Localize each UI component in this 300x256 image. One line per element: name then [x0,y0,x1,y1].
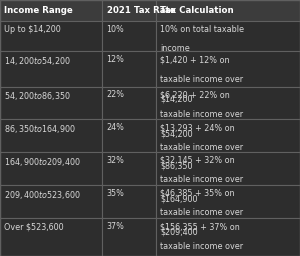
Bar [102,87,156,119]
Bar [0,51,102,87]
Text: $164,900 to $209,400: $164,900 to $209,400 [4,156,82,168]
Text: 22%: 22% [106,90,124,100]
Bar [102,119,156,152]
Text: taxable income over: taxable income over [160,241,244,251]
Bar [156,119,300,152]
Text: $1,420 + 12% on: $1,420 + 12% on [160,56,230,65]
Text: $13,293 + 24% on: $13,293 + 24% on [160,123,235,132]
Bar [0,119,102,152]
Text: $54,200: $54,200 [160,129,193,138]
Bar [0,218,102,256]
Text: $32,145 + 32% on: $32,145 + 32% on [160,156,235,165]
Text: taxable income over: taxable income over [160,110,244,119]
Text: taxable income over: taxable income over [160,175,244,184]
Text: $14,200: $14,200 [160,94,193,103]
Text: $86,350 to $164,900: $86,350 to $164,900 [4,123,76,135]
Bar [0,87,102,119]
Bar [156,185,300,218]
Bar [102,152,156,185]
Text: 32%: 32% [106,156,124,165]
Text: 35%: 35% [106,189,124,198]
Text: 24%: 24% [106,123,124,132]
Bar [102,0,156,21]
Text: $46,385 + 35% on: $46,385 + 35% on [160,189,235,198]
Text: Income Range: Income Range [4,6,73,15]
Text: $86,350: $86,350 [160,162,193,171]
Text: $209,400: $209,400 [160,227,198,236]
Text: $209,400 to $523,600: $209,400 to $523,600 [4,189,82,201]
Bar [156,0,300,21]
Bar [102,185,156,218]
Text: taxable income over: taxable income over [160,75,244,84]
Bar [0,185,102,218]
Bar [0,21,102,51]
Text: 2021 Tax Rate: 2021 Tax Rate [106,6,175,15]
Bar [156,51,300,87]
Bar [156,87,300,119]
Text: Up to $14,200: Up to $14,200 [4,25,61,34]
Text: Over $523,600: Over $523,600 [4,222,64,231]
Text: Tax Calculation: Tax Calculation [160,6,234,15]
Bar [156,152,300,185]
Text: taxable income over: taxable income over [160,143,244,152]
Text: 12%: 12% [106,56,124,65]
Text: $6,220 + 22% on: $6,220 + 22% on [160,90,230,100]
Text: income: income [160,44,190,53]
Bar [0,0,102,21]
Bar [156,218,300,256]
Bar [156,21,300,51]
Text: $54,200 to $86,350: $54,200 to $86,350 [4,90,71,102]
Text: 37%: 37% [106,222,124,231]
Text: taxable income over: taxable income over [160,208,244,217]
Text: $164,900: $164,900 [160,195,198,204]
Bar [102,51,156,87]
Bar [102,218,156,256]
Text: $156,355 + 37% on: $156,355 + 37% on [160,222,240,231]
Text: 10% on total taxable: 10% on total taxable [160,25,244,34]
Bar [0,152,102,185]
Bar [102,21,156,51]
Text: $14,200 to $54,200: $14,200 to $54,200 [4,56,71,67]
Text: 10%: 10% [106,25,124,34]
